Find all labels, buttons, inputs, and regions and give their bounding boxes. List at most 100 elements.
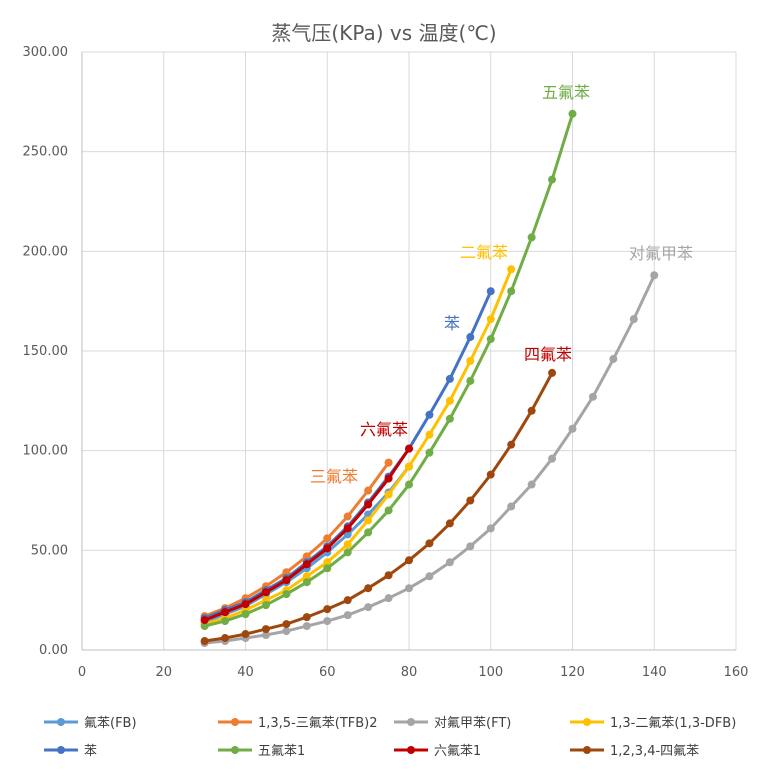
data-point bbox=[343, 611, 352, 620]
x-tick-label: 20 bbox=[155, 665, 172, 680]
data-point bbox=[200, 637, 209, 646]
legend-swatch-marker bbox=[57, 718, 65, 726]
legend-swatch-marker bbox=[57, 746, 65, 754]
legend-item[interactable]: 五氟苯1 bbox=[218, 744, 305, 759]
data-point bbox=[486, 315, 495, 324]
series-line bbox=[203, 267, 513, 626]
data-point bbox=[282, 576, 291, 585]
data-point bbox=[261, 625, 270, 634]
annotation-三氟苯: 三氟苯 bbox=[310, 467, 358, 486]
series-六氟苯1 bbox=[200, 444, 413, 625]
data-point bbox=[384, 474, 393, 483]
data-point bbox=[323, 558, 332, 567]
x-tick-label: 60 bbox=[319, 665, 336, 680]
legend-swatch-marker bbox=[407, 746, 415, 754]
data-point bbox=[241, 610, 250, 619]
legend-item[interactable]: 苯 bbox=[44, 744, 97, 759]
data-point bbox=[221, 634, 230, 643]
legend-swatch-marker bbox=[583, 746, 591, 754]
data-point bbox=[302, 622, 311, 631]
data-point bbox=[629, 315, 638, 324]
data-point bbox=[425, 410, 434, 419]
annotation-四氟苯: 四氟苯 bbox=[524, 345, 572, 364]
data-point bbox=[343, 540, 352, 549]
legend-swatch-marker bbox=[231, 746, 239, 754]
data-point bbox=[261, 631, 270, 640]
annotation-苯: 苯 bbox=[444, 314, 460, 333]
data-point bbox=[384, 506, 393, 515]
y-tick-label: 100.00 bbox=[23, 444, 69, 459]
data-point bbox=[343, 596, 352, 605]
data-point bbox=[282, 590, 291, 599]
legend-label: 六氟苯1 bbox=[434, 744, 481, 759]
y-tick-label: 200.00 bbox=[23, 244, 69, 259]
data-point bbox=[241, 630, 250, 639]
x-tick-label: 120 bbox=[560, 665, 585, 680]
data-point bbox=[221, 608, 230, 617]
legend: 氟苯(FB) 1,3,5-三氟苯(TFB)2 对氟甲苯(FT) 1,3-二氟苯(1,3… bbox=[44, 716, 736, 759]
data-point bbox=[384, 458, 393, 467]
data-point bbox=[507, 265, 516, 274]
annotation-对氟甲苯: 对氟甲苯 bbox=[629, 244, 693, 263]
data-point bbox=[405, 480, 413, 489]
data-point bbox=[282, 620, 291, 629]
data-point bbox=[261, 588, 270, 597]
legend-swatch-marker bbox=[583, 718, 591, 726]
data-point bbox=[650, 271, 659, 280]
data-point bbox=[466, 376, 475, 385]
data-point bbox=[466, 356, 475, 365]
legend-label: 1,3-二氟苯(1,3-DFB) bbox=[610, 716, 736, 731]
data-point bbox=[507, 287, 516, 296]
annotation-二氟苯: 二氟苯 bbox=[460, 243, 508, 262]
legend-item[interactable]: 1,3-二氟苯(1,3-DFB) bbox=[570, 716, 736, 731]
data-point bbox=[425, 539, 434, 548]
legend-item[interactable]: 1,3,5-三氟苯(TFB)2 bbox=[218, 716, 378, 731]
data-point bbox=[364, 528, 373, 537]
data-point bbox=[405, 556, 413, 565]
legend-item[interactable]: 1,2,3,4-四氟苯 bbox=[570, 744, 699, 759]
legend-label: 对氟甲苯(FT) bbox=[434, 716, 511, 731]
data-point bbox=[425, 448, 434, 457]
data-point bbox=[568, 109, 577, 118]
data-point bbox=[466, 496, 475, 505]
data-point bbox=[364, 516, 373, 525]
data-point bbox=[221, 617, 230, 626]
data-point bbox=[364, 584, 373, 593]
data-point bbox=[343, 512, 352, 521]
legend-item[interactable]: 六氟苯1 bbox=[394, 744, 481, 759]
data-point bbox=[302, 552, 311, 561]
data-point bbox=[486, 287, 495, 296]
x-tick-labels: 0 20 40 60 80 100 120 140 160 bbox=[78, 665, 749, 680]
data-point bbox=[568, 424, 577, 433]
series-group bbox=[200, 109, 659, 648]
data-point bbox=[364, 603, 373, 612]
y-tick-label: 150.00 bbox=[23, 344, 69, 359]
data-point bbox=[425, 430, 434, 439]
data-point bbox=[486, 335, 495, 344]
series-line bbox=[203, 461, 391, 618]
data-point bbox=[445, 519, 454, 528]
data-point bbox=[548, 175, 557, 184]
data-point bbox=[507, 502, 516, 511]
data-point bbox=[445, 558, 454, 567]
data-point bbox=[200, 622, 209, 631]
data-point bbox=[425, 572, 434, 581]
data-point bbox=[323, 605, 332, 614]
data-point bbox=[609, 354, 618, 363]
data-point bbox=[384, 571, 393, 580]
legend-item[interactable]: 氟苯(FB) bbox=[44, 716, 137, 731]
data-point bbox=[548, 368, 557, 377]
data-point bbox=[466, 333, 475, 342]
data-point bbox=[200, 616, 209, 625]
legend-swatch-marker bbox=[231, 718, 239, 726]
series-1-2-3-4-四氟苯 bbox=[200, 368, 557, 646]
x-tick-label: 100 bbox=[478, 665, 503, 680]
data-point bbox=[486, 470, 495, 479]
legend-item[interactable]: 对氟甲苯(FT) bbox=[394, 716, 511, 731]
data-point bbox=[405, 584, 413, 593]
data-point bbox=[384, 594, 393, 603]
legend-label: 五氟苯1 bbox=[258, 744, 305, 759]
